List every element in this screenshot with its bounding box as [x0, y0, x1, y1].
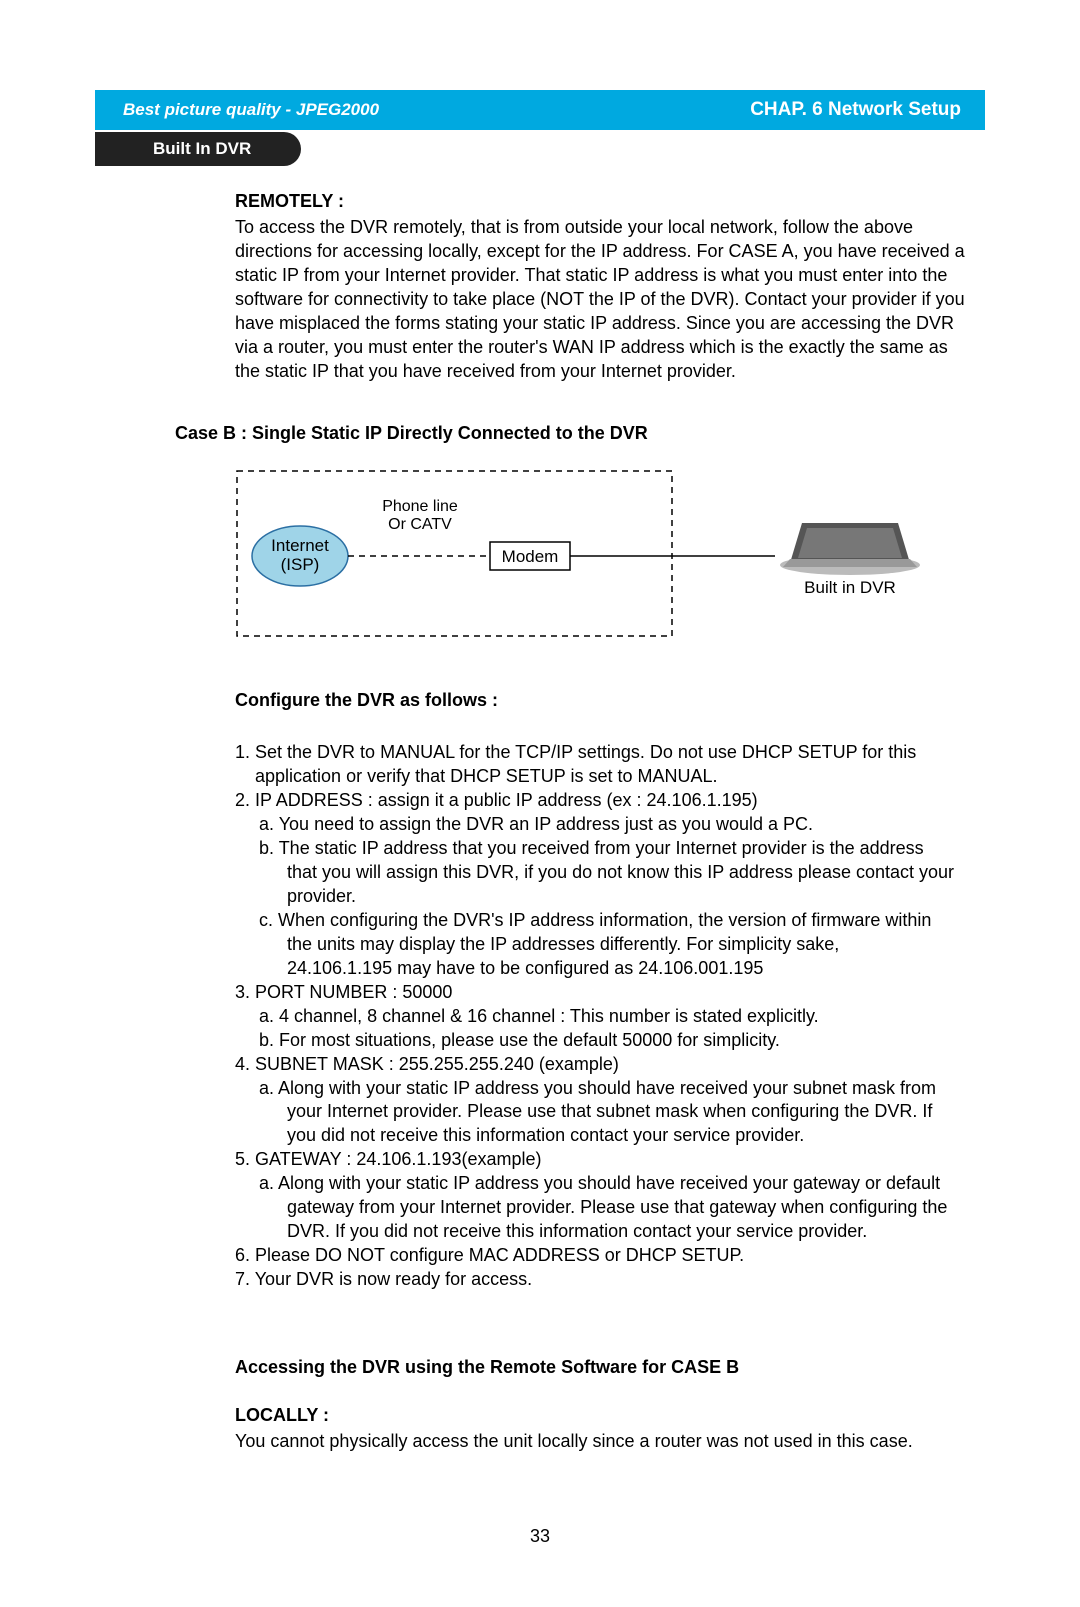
step-4: 4. SUBNET MASK : 255.255.255.240 (exampl… — [235, 1053, 975, 1077]
locally-body: You cannot physically access the unit lo… — [235, 1430, 975, 1454]
isp-label-2: (ISP) — [281, 555, 320, 574]
case-b-title: Case B : Single Static IP Directly Conne… — [175, 422, 975, 446]
diagram-svg: Internet (ISP) Phone line Or CATV Modem … — [235, 463, 995, 643]
page-banner: Best picture quality - JPEG2000 CHAP. 6 … — [95, 90, 985, 130]
phone-line-label: Phone line — [382, 498, 458, 515]
dvr-icon — [780, 523, 920, 575]
step-1: 1. Set the DVR to MANUAL for the TCP/IP … — [235, 741, 975, 765]
modem-label: Modem — [502, 547, 559, 566]
banner-right-label: CHAP. 6 Network Setup — [750, 99, 985, 121]
step-1-cont: application or verify that DHCP SETUP is… — [235, 765, 975, 789]
step-2c-cont2: 24.106.1.195 may have to be configured a… — [235, 957, 975, 981]
step-5a-cont2: DVR. If you did not receive this informa… — [235, 1220, 975, 1244]
step-2c: c. When configuring the DVR's IP address… — [235, 909, 975, 933]
step-2b-cont1: that you will assign this DVR, if you do… — [235, 861, 975, 885]
remotely-title: REMOTELY : — [235, 190, 975, 214]
step-2: 2. IP ADDRESS : assign it a public IP ad… — [235, 789, 975, 813]
banner-left-label: Best picture quality - JPEG2000 — [95, 90, 750, 130]
step-4a: a. Along with your static IP address you… — [235, 1077, 975, 1101]
configure-section: Configure the DVR as follows : 1. Set th… — [235, 689, 975, 1453]
step-5a-cont1: gateway from your Internet provider. Ple… — [235, 1196, 975, 1220]
step-4a-cont1: your Internet provider. Please use that … — [235, 1100, 975, 1124]
configure-steps: 1. Set the DVR to MANUAL for the TCP/IP … — [235, 741, 975, 1292]
step-3b: b. For most situations, please use the d… — [235, 1029, 975, 1053]
step-4a-cont2: you did not receive this information con… — [235, 1124, 975, 1148]
step-2b: b. The static IP address that you receiv… — [235, 837, 975, 861]
page-number: 33 — [95, 1526, 985, 1547]
case-b-section: Case B : Single Static IP Directly Conne… — [175, 422, 975, 446]
step-6: 6. Please DO NOT configure MAC ADDRESS o… — [235, 1244, 975, 1268]
catv-label: Or CATV — [388, 516, 452, 533]
step-2b-cont2: provider. — [235, 885, 975, 909]
locally-title: LOCALLY : — [235, 1404, 975, 1428]
step-5a: a. Along with your static IP address you… — [235, 1172, 975, 1196]
step-5: 5. GATEWAY : 24.106.1.193(example) — [235, 1148, 975, 1172]
step-3a: a. 4 channel, 8 channel & 16 channel : T… — [235, 1005, 975, 1029]
remotely-body: To access the DVR remotely, that is from… — [235, 216, 975, 384]
pill-row: Built In DVR — [95, 132, 985, 166]
step-2a: a. You need to assign the DVR an IP addr… — [235, 813, 975, 837]
access-title: Accessing the DVR using the Remote Softw… — [235, 1356, 975, 1380]
built-in-dvr-pill: Built In DVR — [95, 132, 301, 166]
step-7: 7. Your DVR is now ready for access. — [235, 1268, 975, 1292]
remotely-section: REMOTELY : To access the DVR remotely, t… — [235, 190, 975, 384]
step-3: 3. PORT NUMBER : 50000 — [235, 981, 975, 1005]
configure-title: Configure the DVR as follows : — [235, 689, 975, 713]
dvr-label: Built in DVR — [804, 578, 896, 597]
isp-label-1: Internet — [271, 536, 329, 555]
step-2c-cont1: the units may display the IP addresses d… — [235, 933, 975, 957]
network-diagram: Internet (ISP) Phone line Or CATV Modem … — [235, 463, 975, 643]
